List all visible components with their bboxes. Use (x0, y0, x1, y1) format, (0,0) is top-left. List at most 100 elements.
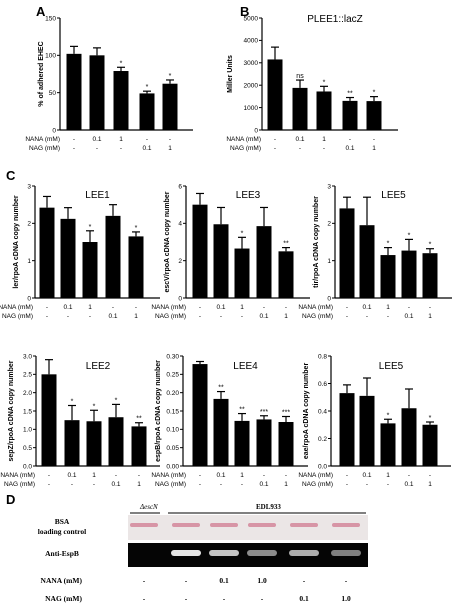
chart-title: LEE1 (85, 190, 110, 201)
nag-value: - (96, 145, 98, 152)
bar (86, 421, 102, 466)
bar (380, 255, 396, 298)
nana-value: 0.1 (362, 472, 371, 479)
nag-value: - (199, 481, 201, 488)
y-tick-label: 3000 (244, 60, 259, 67)
bar (422, 424, 438, 466)
significance-label: * (387, 412, 390, 419)
bar (359, 225, 375, 298)
nag-value: 0.1 (142, 145, 151, 152)
nana-value: - (429, 304, 431, 311)
nana-value: - (112, 304, 114, 311)
espb-band (247, 550, 277, 556)
y-axis-label: espB/rpoA cDNA copy number (155, 360, 162, 462)
condition-table: NANA (mM) NAG (mM) - 0.1 1 - - - - - 0.1 1 (298, 472, 432, 488)
nana-row-label: NANA (mM) (151, 304, 186, 311)
bar (64, 420, 80, 466)
significance-label: * (323, 79, 326, 86)
nag-value: - (366, 481, 368, 488)
blot-nana-value: - (143, 576, 146, 585)
y-axis-label: Miller Units (227, 55, 234, 93)
bar (105, 215, 121, 298)
condition-table: NANA (mM) NAG (mM) - 0.1 1 - - - - - 0.1 1 (0, 472, 141, 488)
nana-value: - (263, 304, 265, 311)
blot-nana-value: - (345, 576, 348, 585)
significance-label: * (93, 403, 96, 410)
chart-c-lee4: 0.00 0.05 0.10 0.15 0.20 0.25 0.30 espB/rpoA cD… (151, 353, 308, 488)
y-tick-label: 0.10 (166, 427, 179, 434)
condition-table: NANA (mM) NAG (mM) - 0.1 1 - - - - - 0.1 1 (298, 304, 432, 320)
y-tick-label: 0 (327, 295, 331, 302)
nana-value: - (48, 472, 50, 479)
y-tick-label: 1.0 (23, 427, 32, 434)
chart-c-lee5a: 0 1 2 3 tir/rpoA cDNA copy number LEE5 * * * NANA… (298, 183, 452, 320)
panel-letter-b: B (240, 4, 249, 19)
espb-bands (171, 550, 361, 556)
significance-label: ** (136, 416, 142, 423)
y-tick-label: 0 (254, 127, 258, 134)
significance-label: * (387, 241, 390, 248)
nag-value: 1 (168, 145, 172, 152)
chart-title: PLEE1::lacZ (307, 14, 363, 25)
nana-value: 1 (88, 304, 92, 311)
nana-value: - (46, 304, 48, 311)
bsa-strip (128, 515, 368, 540)
bsa-band (172, 523, 200, 527)
y-tick-label: 50 (49, 90, 57, 97)
strain-wt-label: EDL933 (256, 503, 281, 511)
y-tick-label: 1 (327, 258, 331, 265)
bar (66, 53, 82, 131)
espb-band (331, 550, 361, 556)
bsa-band (290, 523, 318, 527)
nana-value: 0.1 (92, 136, 101, 143)
nag-value: 0.1 (345, 145, 354, 152)
nag-row-label: NAG (mM) (230, 145, 261, 152)
blot-nana-value: - (303, 576, 306, 585)
significance-label: * (429, 242, 432, 249)
bar (316, 91, 332, 130)
nag-value: - (48, 481, 50, 488)
nag-value: - (241, 313, 243, 320)
blot-nag-label: NAG (mM) (45, 594, 82, 603)
y-tick-label: 0 (52, 127, 56, 134)
bar (82, 242, 98, 298)
nana-value: - (285, 472, 287, 479)
y-tick-label: 0.00 (166, 463, 179, 470)
y-tick-label: 0 (27, 295, 31, 302)
bar (139, 93, 155, 130)
y-axis-label: sepZ/rpoA cDNA copy number (8, 360, 15, 461)
bar (39, 207, 55, 298)
bar (339, 393, 355, 466)
nag-value: - (241, 481, 243, 488)
bar (401, 250, 417, 298)
nana-value: - (263, 472, 265, 479)
condition-table: NANA (mM) NAG (mM) - 0.1 1 - - - - - 0.1 1 (226, 136, 376, 152)
bar (131, 426, 147, 466)
bar (60, 218, 76, 298)
y-tick-label: 1.5 (23, 408, 32, 415)
blot-condition-values: - - 0.1 1.0 - - - - - - 0.1 1.0 (143, 576, 351, 603)
nag-value: 0.1 (259, 481, 268, 488)
nana-value: 1 (386, 304, 390, 311)
significance-label: ** (283, 241, 289, 248)
bar (278, 251, 294, 298)
nana-value: - (346, 304, 348, 311)
y-tick-label: 1 (27, 258, 31, 265)
bar (108, 417, 124, 466)
significance-label: * (115, 397, 118, 404)
espb-band (209, 550, 239, 556)
y-axis-label: escV/rpoA cDNA copy number (164, 191, 171, 292)
panel-letter-c: C (6, 168, 16, 183)
bar (113, 71, 129, 130)
nag-row-label: NAG (mM) (4, 481, 35, 488)
nag-value: - (71, 481, 73, 488)
nag-value: - (220, 481, 222, 488)
nana-value: 0.1 (362, 304, 371, 311)
bar (267, 59, 283, 130)
blot-nana-value: 0.1 (219, 576, 229, 585)
chart-title: LEE3 (236, 190, 261, 201)
nag-value: 1 (428, 313, 432, 320)
strain-mutant-label: ΔescN (139, 503, 158, 511)
